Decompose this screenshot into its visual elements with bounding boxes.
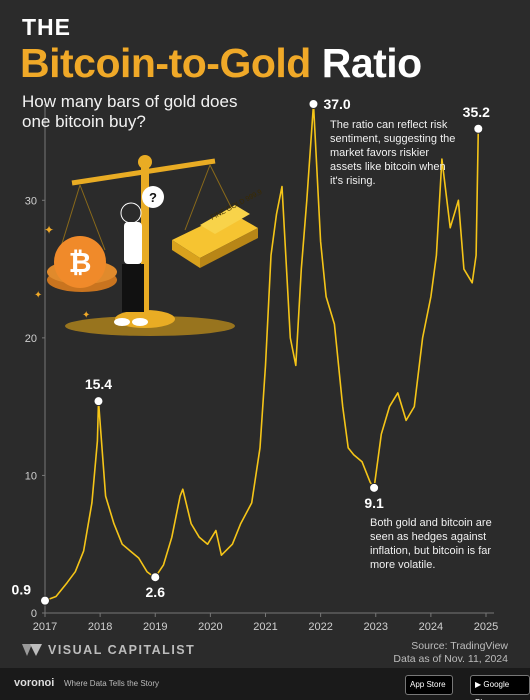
play-icon: ▶: [475, 680, 482, 689]
x-tick-label: 2024: [419, 621, 443, 633]
source-line: Source: TradingView: [411, 640, 508, 652]
data-labels: 0.9 15.4 2.6 37.0 9.1 35.2: [12, 96, 490, 606]
y-tick-label: 0: [31, 608, 37, 620]
data-label: 0.9: [12, 582, 32, 598]
voronoi-logo[interactable]: voronoi: [14, 677, 55, 689]
y-tick-label: 30: [25, 195, 37, 207]
svg-text:✦: ✦: [82, 310, 90, 321]
brand-name: VISUAL CAPITALIST: [48, 643, 196, 657]
x-tick-label: 2025: [474, 621, 498, 633]
low-annotation: Both gold and bitcoin are seen as hedges…: [370, 517, 492, 571]
title-prefix: THE: [22, 14, 71, 40]
page-title: Bitcoin-to-Gold Ratio: [20, 40, 422, 86]
highlight-point: [40, 595, 50, 606]
footer-tagline: Where Data Tells the Story: [64, 679, 160, 688]
x-tick-label: 2017: [33, 621, 57, 633]
x-tick-label: 2021: [253, 621, 277, 633]
svg-text:✦: ✦: [44, 223, 54, 237]
title-gold-part: Bitcoin-to-Gold: [20, 40, 311, 86]
x-tick-label: 2019: [143, 621, 167, 633]
question-mark: ?: [149, 190, 157, 205]
chart-axes: 0 10 20 30 2017 2018 2019 2020 2021 2022 2023 2024 2…: [25, 104, 498, 633]
x-tick-label: 2018: [88, 621, 112, 633]
highlight-point: [93, 396, 104, 407]
highlight-point: [308, 99, 319, 109]
x-tick-label: 2022: [308, 621, 332, 633]
svg-text:✦: ✦: [34, 290, 42, 301]
data-label: 37.0: [323, 96, 350, 112]
subtitle: How many bars of gold does one bitcoin b…: [22, 92, 238, 131]
google-play-badge[interactable]: ▶ Google Play: [470, 675, 530, 700]
google-play-label: Google Play: [475, 680, 510, 700]
highlight-point: [369, 482, 380, 493]
visual-capitalist-logo-icon: [22, 644, 42, 656]
x-tick-label: 2020: [198, 621, 222, 633]
app-store-label: App Store: [410, 680, 446, 689]
x-tick-label: 2023: [364, 621, 388, 633]
data-label: 9.1: [364, 495, 384, 511]
peak-annotation: The ratio can reflect risk sentiment, su…: [330, 119, 456, 187]
scale-illustration: ₿ FINE GOLD 999.9 ? ✦ ✦ ✦: [34, 155, 264, 336]
data-label: 15.4: [85, 376, 112, 392]
series-line-btc-gold-ratio: [44, 103, 480, 602]
data-date-line: Data as of Nov. 11, 2024: [393, 653, 508, 665]
y-tick-label: 20: [25, 333, 37, 345]
footer-bar: voronoi Where Data Tells the Story App S…: [0, 668, 530, 700]
data-label: 35.2: [463, 104, 490, 120]
highlight-point: [473, 123, 484, 134]
data-label: 2.6: [146, 584, 166, 600]
title-white-part: Ratio: [321, 40, 423, 86]
highlight-point: [150, 572, 161, 583]
brand: VISUAL CAPITALIST: [22, 642, 195, 658]
app-store-badge[interactable]: App Store: [405, 675, 453, 695]
y-tick-label: 10: [25, 470, 37, 482]
svg-text:₿: ₿: [69, 247, 92, 278]
source: Source: TradingView Data as of Nov. 11, …: [393, 640, 508, 666]
